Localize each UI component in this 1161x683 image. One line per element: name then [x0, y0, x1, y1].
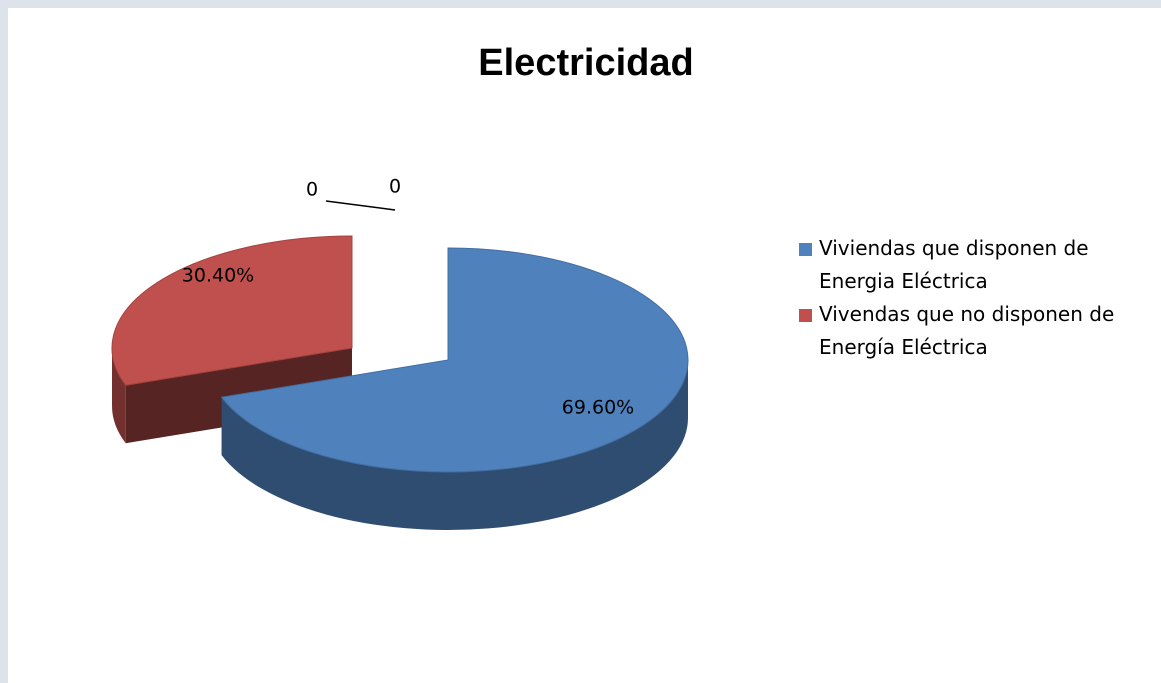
- data-label: 0: [389, 176, 401, 198]
- legend-label: Viviendas que disponen de Energia Eléctr…: [819, 236, 1089, 293]
- legend-swatch: [799, 243, 812, 256]
- leader-line: [325, 200, 396, 211]
- slice: [220, 247, 689, 473]
- legend-item: Viviendas que disponen de Energia Eléctr…: [797, 232, 1137, 298]
- slice: [111, 235, 353, 386]
- slice-side: [221, 360, 689, 530]
- data-label: 69.60%: [562, 397, 634, 419]
- legend-item: Vivendas que no disponen de Energía Eléc…: [797, 298, 1137, 364]
- legend-label: Vivendas que no disponen de Energía Eléc…: [819, 302, 1115, 359]
- chart-title: Electricidad: [478, 42, 693, 84]
- slice-side: [112, 348, 126, 444]
- legend-swatch: [799, 309, 812, 322]
- legend: Viviendas que disponen de Energia Eléctr…: [797, 232, 1137, 364]
- data-label: 0: [306, 179, 318, 201]
- data-label: 30.40%: [182, 265, 254, 287]
